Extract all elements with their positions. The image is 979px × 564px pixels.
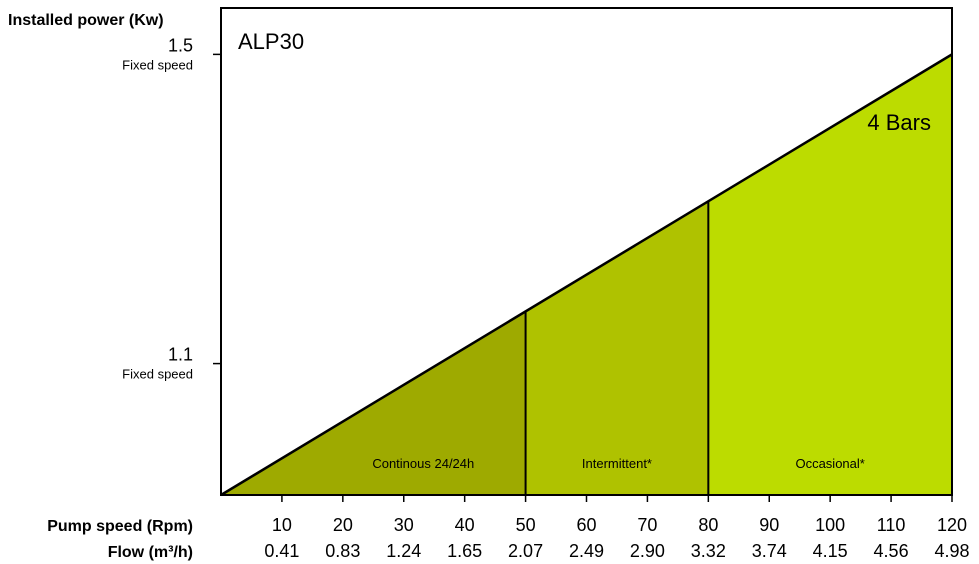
flow-tick-label: 1.24 bbox=[386, 541, 421, 561]
x-tick-label: 40 bbox=[455, 515, 475, 535]
flow-tick-label: 3.32 bbox=[691, 541, 726, 561]
x-tick-label: 120 bbox=[937, 515, 967, 535]
y-tick-sublabel: Fixed speed bbox=[122, 367, 193, 382]
flow-tick-label: 2.49 bbox=[569, 541, 604, 561]
x-tick-label: 30 bbox=[394, 515, 414, 535]
flow-tick-label: 3.74 bbox=[752, 541, 787, 561]
x-tick-label: 80 bbox=[698, 515, 718, 535]
x-tick-label: 90 bbox=[759, 515, 779, 535]
y-tick-label: 1.5 bbox=[168, 35, 193, 55]
x-tick-label: 50 bbox=[516, 515, 536, 535]
flow-tick-label: 0.83 bbox=[325, 541, 360, 561]
zone-dividers bbox=[524, 201, 710, 495]
series-line bbox=[220, 53, 953, 497]
x-axis-title: Pump speed (Rpm) bbox=[47, 518, 193, 535]
flow-tick-label: 2.07 bbox=[508, 541, 543, 561]
x-tick-label: 10 bbox=[272, 515, 292, 535]
y-tick-sublabel: Fixed speed bbox=[122, 57, 193, 72]
zone-area bbox=[525, 201, 709, 495]
x-tick-label: 20 bbox=[333, 515, 353, 535]
zone-labels: Continous 24/24h Intermittent* Occasional* bbox=[372, 456, 865, 471]
y-ticks: 1.5 Fixed speed 1.1 Fixed speed bbox=[122, 35, 221, 382]
zone-label: Occasional* bbox=[795, 456, 864, 471]
x-ticks: 10 0.41 20 0.83 30 1.24 40 1.65 50 2.07 60 2.49 70 2.… bbox=[264, 495, 970, 561]
flow-axis-title: Flow (m³/h) bbox=[108, 544, 193, 561]
zone-label: Intermittent* bbox=[582, 456, 652, 471]
series-lines bbox=[220, 53, 953, 497]
flow-tick-label: 2.90 bbox=[630, 541, 665, 561]
series-label: 4 Bars bbox=[867, 110, 931, 135]
flow-tick-label: 4.15 bbox=[813, 541, 848, 561]
flow-tick-label: 4.56 bbox=[874, 541, 909, 561]
zone-label: Continous 24/24h bbox=[372, 456, 474, 471]
y-axis-title: Installed power (Kw) bbox=[8, 12, 164, 29]
flow-tick-label: 1.65 bbox=[447, 541, 482, 561]
y-tick-label: 1.1 bbox=[168, 345, 193, 365]
flow-tick-label: 4.98 bbox=[934, 541, 969, 561]
chart-title: ALP30 bbox=[238, 29, 304, 54]
flow-tick-label: 0.41 bbox=[264, 541, 299, 561]
x-tick-label: 100 bbox=[815, 515, 845, 535]
x-tick-label: 60 bbox=[576, 515, 596, 535]
x-tick-label: 70 bbox=[637, 515, 657, 535]
x-tick-label: 110 bbox=[877, 515, 906, 535]
